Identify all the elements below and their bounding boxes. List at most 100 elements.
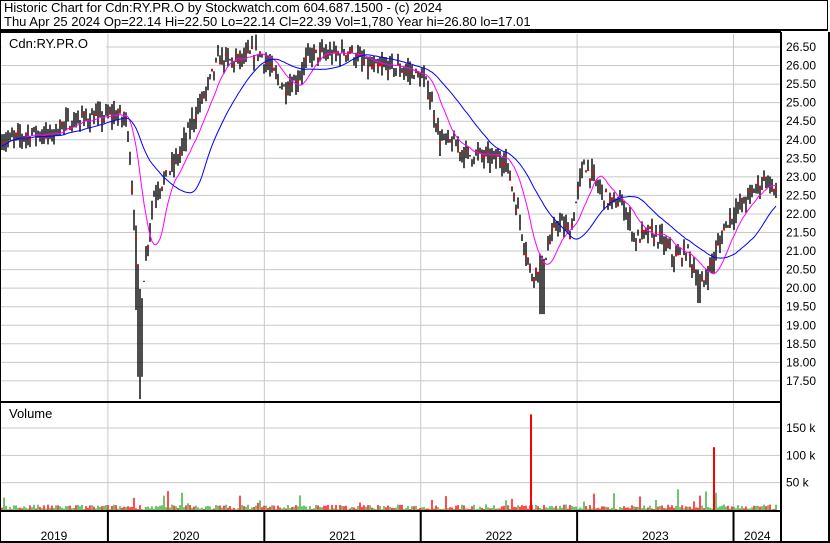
close-tick — [225, 53, 227, 56]
close-tick — [537, 272, 539, 275]
close-tick — [617, 204, 619, 207]
close-tick — [61, 122, 63, 125]
close-tick — [357, 54, 359, 57]
volume-tick-label: 150 k — [786, 421, 816, 435]
close-tick — [317, 57, 319, 60]
volume-label-box — [2, 404, 64, 423]
symbol-label: Cdn:RY.PR.O — [9, 36, 88, 51]
symbol-label-box — [2, 34, 106, 53]
price-tick-label: 24.00 — [786, 133, 816, 147]
close-tick — [381, 63, 383, 66]
close-tick — [503, 163, 505, 166]
price-tick-label: 23.00 — [786, 170, 816, 184]
close-tick — [681, 259, 683, 262]
close-tick — [417, 73, 419, 76]
close-tick — [649, 226, 651, 229]
close-tick — [449, 139, 451, 142]
close-tick — [409, 71, 411, 74]
close-tick — [497, 154, 499, 157]
close-tick — [741, 198, 743, 201]
close-tick — [481, 153, 483, 156]
price-tick-label: 22.00 — [786, 207, 816, 221]
close-tick — [457, 145, 459, 148]
close-tick — [467, 149, 469, 152]
close-tick — [131, 188, 133, 191]
close-tick — [347, 51, 349, 54]
close-tick — [535, 267, 537, 270]
close-tick — [289, 84, 291, 87]
close-tick — [591, 169, 593, 172]
price-tick-label: 18.50 — [786, 337, 816, 351]
close-tick — [529, 266, 531, 269]
price-tick-label: 25.50 — [786, 77, 816, 91]
price-tick-label: 20.50 — [786, 263, 816, 277]
price-tick-label: 22.50 — [786, 188, 816, 202]
price-tick-label: 21.50 — [786, 226, 816, 240]
close-tick — [239, 59, 241, 62]
close-tick — [665, 241, 667, 244]
close-tick — [17, 131, 19, 134]
close-tick — [297, 80, 299, 83]
volume-tick-label: 100 k — [786, 448, 816, 462]
close-tick — [693, 268, 695, 271]
close-tick — [437, 125, 439, 128]
close-tick — [501, 163, 503, 166]
short-moving-average-line — [1, 52, 777, 275]
close-tick — [675, 254, 677, 257]
close-tick — [549, 241, 551, 244]
close-tick — [749, 190, 751, 193]
close-tick — [543, 262, 545, 265]
close-tick — [3, 142, 5, 145]
year-label: 2024 — [744, 529, 771, 543]
price-tick-label: 21.00 — [786, 244, 816, 258]
close-tick — [763, 175, 765, 178]
close-tick — [253, 57, 255, 60]
close-tick — [179, 152, 181, 155]
close-tick — [775, 187, 777, 190]
year-label: 2023 — [642, 529, 669, 543]
close-tick — [773, 188, 775, 191]
close-tick — [565, 224, 567, 227]
close-tick — [757, 181, 759, 184]
quote-line: Thu Apr 25 2024 Op=22.14 Hi=22.50 Lo=22.… — [4, 14, 531, 29]
close-tick — [319, 49, 321, 52]
close-tick — [483, 156, 485, 159]
close-tick — [729, 216, 731, 219]
close-tick — [759, 187, 761, 190]
close-tick — [667, 245, 669, 248]
close-tick — [585, 170, 587, 173]
volume-label: Volume — [9, 406, 52, 421]
price-tick-label: 23.50 — [786, 151, 816, 165]
close-tick — [351, 47, 353, 50]
price-tick-label: 26.00 — [786, 59, 816, 73]
close-tick — [641, 229, 643, 232]
close-tick — [285, 92, 287, 95]
price-tick-label: 26.50 — [786, 40, 816, 54]
close-tick — [349, 51, 351, 54]
close-tick — [511, 186, 513, 189]
close-tick — [643, 229, 645, 232]
close-tick — [439, 142, 441, 145]
long-moving-average-line — [1, 54, 777, 259]
chart-title: Historic Chart for Cdn:RY.PR.O by Stockw… — [4, 0, 443, 15]
close-tick — [387, 70, 389, 73]
chart-header: Historic Chart for Cdn:RY.PR.O by Stockw… — [0, 0, 828, 31]
close-tick — [595, 180, 597, 183]
close-tick — [101, 119, 103, 122]
close-tick — [27, 132, 29, 135]
price-tick-label: 17.50 — [786, 374, 816, 388]
close-tick — [211, 68, 213, 71]
close-tick — [313, 49, 315, 52]
close-tick — [527, 258, 529, 261]
close-tick — [477, 150, 479, 153]
price-tick-label: 20.00 — [786, 281, 816, 295]
close-tick — [373, 63, 375, 66]
close-tick — [653, 239, 655, 242]
close-tick — [605, 190, 607, 193]
close-tick — [433, 117, 435, 120]
close-tick — [553, 224, 555, 227]
close-tick — [237, 53, 239, 56]
close-tick — [233, 63, 235, 66]
close-tick — [135, 236, 137, 239]
price-tick-label: 19.00 — [786, 318, 816, 332]
